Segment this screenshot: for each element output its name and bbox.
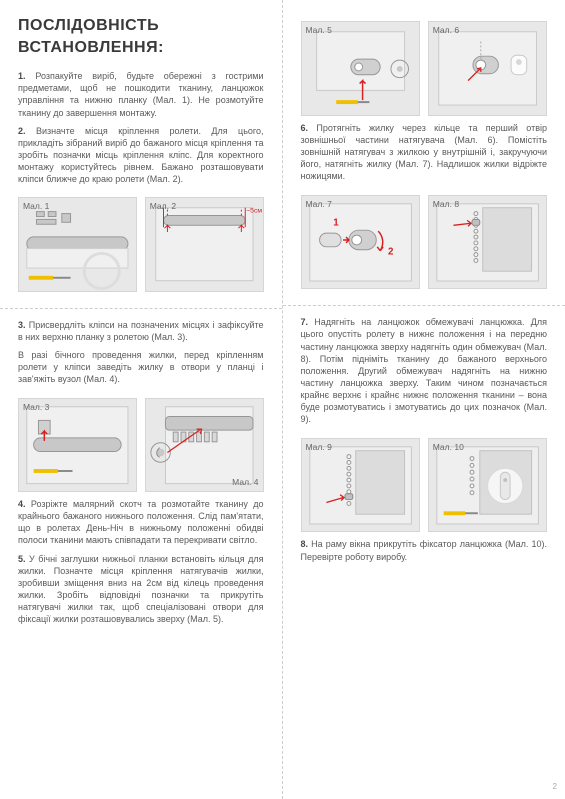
step-3: 3. Присвердліть кліпси на позначених міс… — [18, 319, 264, 343]
figure-2: Мал. 2 ~5см — [145, 197, 264, 291]
step-3b: В разі бічного проведення жилки, перед к… — [18, 349, 264, 385]
step-4: 4. Розріжте малярний скотч та розмотайте… — [18, 498, 264, 547]
right-column: Мал. 5 Мал. 6 — [283, 0, 565, 799]
svg-text:1: 1 — [333, 217, 339, 228]
step-7: 7. Надягніть на ланцюжок обмежувачі ланц… — [301, 316, 548, 425]
step-6: 6. Протягніть жилку через кільце та перш… — [301, 122, 548, 183]
svg-text:~5см: ~5см — [246, 208, 262, 215]
left-column: ПОСЛІДОВНІСТЬ ВСТАНОВЛЕННЯ: 1. Розпакуйт… — [0, 0, 283, 799]
figure-10: Мал. 10 — [428, 438, 547, 533]
page-number: 2 — [553, 782, 557, 793]
figure-4: Мал. 4 — [145, 398, 264, 492]
step-5: 5. У бічні заглушки нижньої планки встан… — [18, 553, 264, 626]
step-2: 2. Визначте місця кріплення ролети. Для … — [18, 125, 264, 186]
divider — [0, 308, 282, 309]
divider — [283, 305, 565, 306]
figure-1: Мал. 1 — [18, 197, 137, 291]
figure-row-5-6: Мал. 5 Мал. 6 — [301, 21, 548, 116]
figure-9: Мал. 9 — [301, 438, 420, 533]
figure-3: Мал. 3 — [18, 398, 137, 492]
figure-6: Мал. 6 — [428, 21, 547, 116]
figure-7: Мал. 7 1 2 — [301, 195, 420, 290]
figure-row-1-2: Мал. 1 Мал. 2 — [18, 197, 264, 291]
step-8: 8. На раму вікна прикрутіть фіксатор лан… — [301, 538, 548, 562]
figure-row-3-4: Мал. 3 Мал. 4 — [18, 398, 264, 492]
figure-8: Мал. 8 — [428, 195, 547, 290]
step-1: 1. Розпакуйте виріб, будьте обережні з г… — [18, 70, 264, 119]
figure-5: Мал. 5 — [301, 21, 420, 116]
figure-row-9-10: Мал. 9 Мал. 10 — [301, 438, 548, 533]
figure-row-7-8: Мал. 7 1 2 Мал. 8 — [301, 195, 548, 290]
svg-text:2: 2 — [387, 246, 393, 257]
page-title: ПОСЛІДОВНІСТЬ ВСТАНОВЛЕННЯ: — [18, 15, 264, 58]
